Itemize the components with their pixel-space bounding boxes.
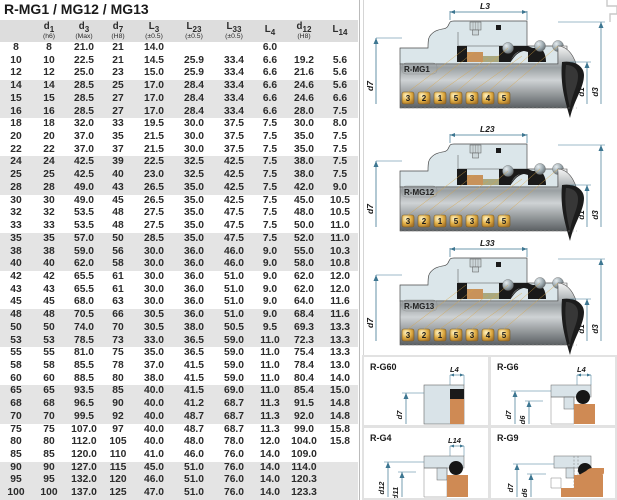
svg-text:1: 1 xyxy=(438,217,443,226)
svg-text:d7: d7 xyxy=(365,80,375,91)
svg-text:5: 5 xyxy=(502,94,507,103)
svg-text:1: 1 xyxy=(438,94,443,103)
svg-text:d12: d12 xyxy=(377,481,386,495)
svg-text:5: 5 xyxy=(502,217,507,226)
svg-text:d7: d7 xyxy=(365,317,375,328)
svg-text:3: 3 xyxy=(406,217,411,226)
svg-text:d1: d1 xyxy=(577,87,586,97)
svg-text:4: 4 xyxy=(486,94,491,103)
svg-text:L33: L33 xyxy=(480,238,495,248)
svg-text:R-MG1: R-MG1 xyxy=(404,65,430,74)
svg-text:d7: d7 xyxy=(506,483,515,493)
svg-text:4: 4 xyxy=(486,331,491,340)
svg-text:d7: d7 xyxy=(395,410,404,420)
svg-text:d1: d1 xyxy=(577,324,586,334)
svg-text:L23: L23 xyxy=(480,124,495,134)
svg-text:d7: d7 xyxy=(365,203,375,214)
svg-text:3: 3 xyxy=(406,331,411,340)
svg-text:5: 5 xyxy=(454,94,459,103)
svg-text:d3: d3 xyxy=(591,87,600,97)
svg-text:1: 1 xyxy=(438,331,443,340)
svg-text:3: 3 xyxy=(470,94,475,103)
svg-text:R-MG12: R-MG12 xyxy=(404,188,435,197)
svg-text:5: 5 xyxy=(454,217,459,226)
svg-text:d6: d6 xyxy=(518,415,527,425)
svg-text:d11: d11 xyxy=(391,487,400,498)
svg-text:4: 4 xyxy=(486,217,491,226)
svg-text:d3: d3 xyxy=(591,210,600,220)
svg-text:3: 3 xyxy=(470,217,475,226)
svg-text:L4: L4 xyxy=(577,365,587,374)
svg-text:2: 2 xyxy=(422,94,427,103)
svg-text:L3: L3 xyxy=(480,1,490,11)
svg-text:2: 2 xyxy=(422,217,427,226)
svg-text:d1: d1 xyxy=(577,210,586,220)
svg-text:L4: L4 xyxy=(450,365,460,374)
svg-text:2: 2 xyxy=(422,331,427,340)
svg-text:3: 3 xyxy=(406,94,411,103)
svg-text:d6: d6 xyxy=(520,488,529,498)
svg-text:3: 3 xyxy=(470,331,475,340)
svg-text:d7: d7 xyxy=(504,410,513,420)
svg-text:R-MG13: R-MG13 xyxy=(404,302,435,311)
svg-text:d3: d3 xyxy=(591,324,600,334)
svg-text:5: 5 xyxy=(454,331,459,340)
svg-text:5: 5 xyxy=(502,331,507,340)
svg-text:L14: L14 xyxy=(448,436,462,445)
